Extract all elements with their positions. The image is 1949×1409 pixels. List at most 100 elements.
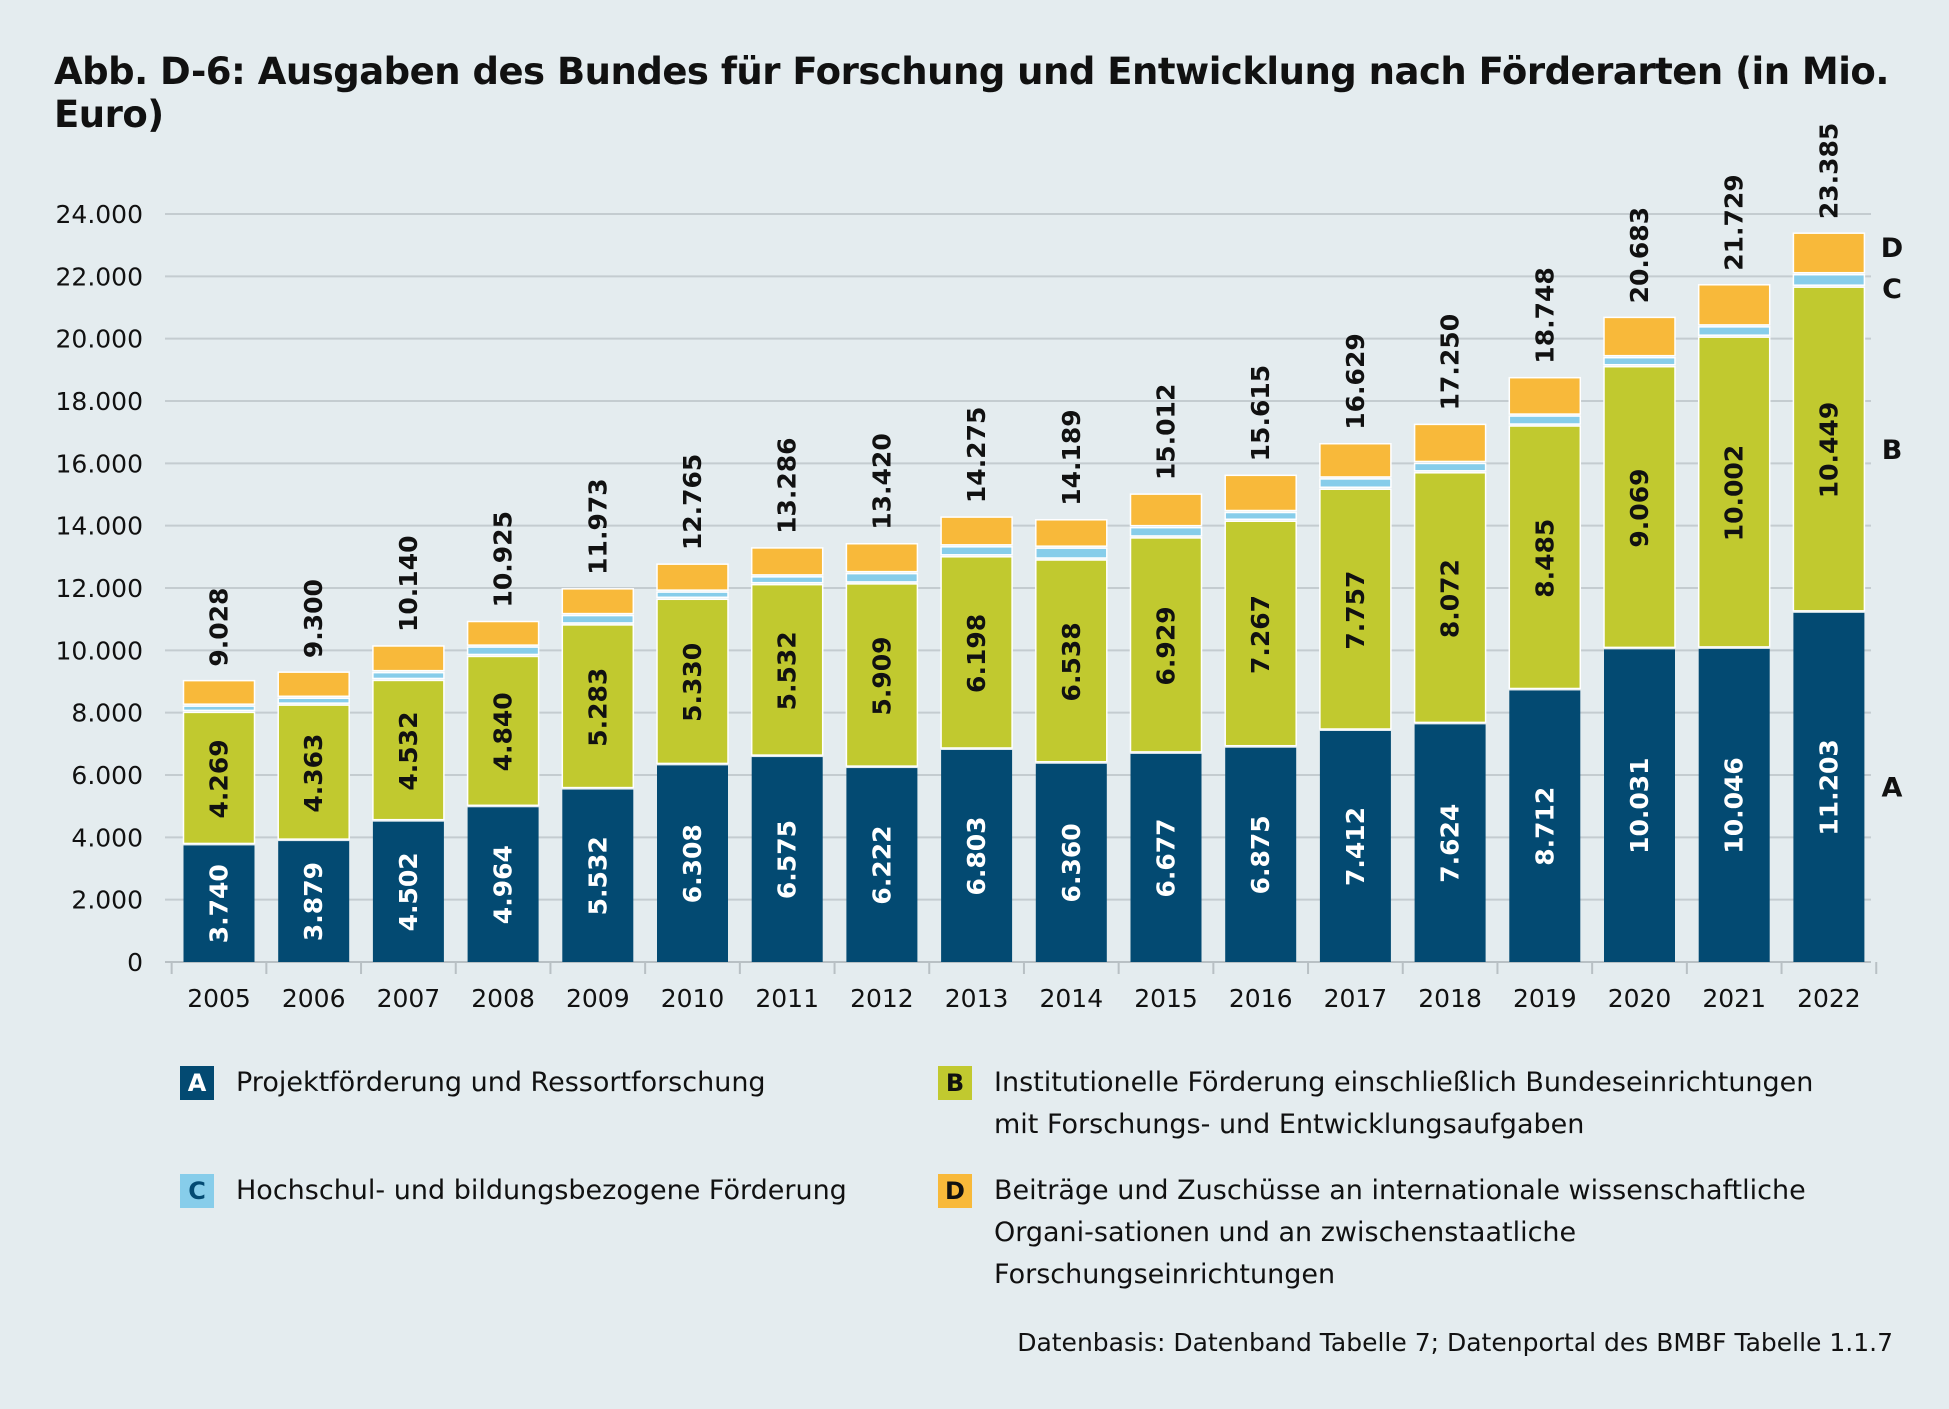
- data-label: 10.002: [1720, 445, 1749, 541]
- y-tick-label: 22.000: [56, 262, 143, 291]
- segment-a: [1414, 724, 1486, 962]
- segment-d: [561, 588, 635, 615]
- segment-a: [1793, 612, 1865, 962]
- segment-d: [1224, 474, 1297, 512]
- segment-b: [466, 655, 540, 807]
- legend-label-c: Hochschul- und bildungsbezogene Förderun…: [236, 1175, 847, 1206]
- segment-a: [1035, 763, 1107, 962]
- legend-item-b: B Institutionelle Förderung einschließli…: [938, 1062, 1818, 1146]
- total-label: 13.420: [867, 433, 896, 529]
- segment-d: [1697, 284, 1771, 326]
- data-label: 7.267: [1246, 595, 1275, 674]
- legend-label-a: Projektförderung und Ressortforschung: [236, 1067, 766, 1098]
- segment-a: [1130, 753, 1202, 962]
- data-label: 5.532: [583, 836, 612, 915]
- x-tick-label: 2005: [187, 984, 251, 1013]
- segment-d: [1508, 376, 1582, 415]
- total-label: 15.615: [1246, 365, 1275, 461]
- y-tick-label: 12.000: [56, 574, 143, 603]
- data-label: 6.575: [773, 820, 802, 899]
- data-label: 4.269: [205, 739, 234, 818]
- segment-b: [845, 583, 919, 767]
- data-label: 10.031: [1625, 757, 1654, 853]
- series-marker-d: D: [1881, 233, 1903, 264]
- data-label: 5.532: [773, 631, 802, 710]
- segment-c: [1792, 273, 1866, 286]
- segment-d: [656, 563, 729, 591]
- x-tick-label: 2009: [566, 984, 630, 1013]
- segment-d: [182, 679, 256, 705]
- segment-d: [1129, 493, 1203, 527]
- segment-c: [561, 614, 635, 624]
- segment-a: [1509, 690, 1581, 962]
- segment-b: [182, 711, 256, 845]
- x-tick-label: 2022: [1797, 984, 1861, 1013]
- segment-b: [1035, 559, 1108, 763]
- data-label: 3.879: [299, 862, 328, 941]
- segment-b: [1508, 425, 1582, 690]
- x-tick-label: 2019: [1513, 984, 1577, 1013]
- segment-a: [562, 789, 634, 962]
- total-label: 16.629: [1341, 333, 1370, 429]
- segment-b: [750, 583, 824, 756]
- segment-c: [1603, 356, 1676, 366]
- segment-a: [846, 768, 918, 962]
- x-tick-label: 2008: [471, 984, 535, 1013]
- segment-d: [466, 620, 540, 646]
- series-marker-a: A: [1882, 772, 1903, 803]
- segment-a: [1225, 747, 1297, 962]
- segment-a: [467, 807, 539, 962]
- legend-item-a: A Projektförderung und Ressortforschung: [180, 1062, 766, 1104]
- total-label: 10.925: [489, 511, 518, 607]
- data-label: 4.840: [489, 692, 518, 771]
- y-tick-label: 0: [127, 948, 143, 977]
- segment-d: [277, 671, 350, 698]
- legend-swatch-d: D: [938, 1174, 972, 1208]
- total-label: 17.250: [1436, 314, 1465, 410]
- x-tick-label: 2016: [1229, 984, 1293, 1013]
- segment-d: [1603, 316, 1676, 357]
- data-label: 9.069: [1625, 469, 1654, 548]
- legend-label-d: Beiträge und Zuschüsse an internationale…: [994, 1175, 1806, 1290]
- segment-b: [1603, 365, 1676, 649]
- x-tick-label: 2017: [1324, 984, 1388, 1013]
- x-tick-label: 2010: [661, 984, 725, 1013]
- segment-c: [940, 546, 1013, 556]
- data-label: 10.046: [1720, 757, 1749, 853]
- segment-b: [1413, 472, 1487, 724]
- segment-a: [941, 749, 1013, 962]
- chart-title: Abb. D-6: Ausgaben des Bundes für Forsch…: [54, 50, 1889, 136]
- segment-a: [1319, 730, 1391, 962]
- y-tick-label: 18.000: [56, 387, 143, 416]
- data-label: 6.677: [1152, 818, 1181, 897]
- segment-a: [1604, 649, 1675, 962]
- segment-c: [466, 646, 540, 656]
- legend-item-c: C Hochschul- und bildungsbezogene Förder…: [180, 1170, 847, 1212]
- segment-b: [372, 679, 445, 821]
- segment-d: [1413, 423, 1487, 463]
- segment-b: [1792, 286, 1866, 612]
- segment-c: [1224, 511, 1297, 520]
- y-tick-label: 20.000: [56, 325, 143, 354]
- segment-d: [940, 516, 1013, 546]
- data-label: 6.198: [962, 614, 991, 693]
- segment-c: [182, 705, 256, 712]
- data-label: 6.538: [1057, 622, 1086, 701]
- x-tick-label: 2015: [1134, 984, 1198, 1013]
- y-tick-label: 16.000: [56, 449, 143, 478]
- segment-c: [1129, 526, 1203, 537]
- x-tick-label: 2011: [755, 984, 819, 1013]
- series-marker-c: C: [1882, 274, 1902, 305]
- segment-c: [1697, 326, 1771, 336]
- data-label: 6.308: [678, 824, 707, 903]
- x-tick-label: 2013: [945, 984, 1009, 1013]
- y-tick-label: 10.000: [56, 636, 143, 665]
- segment-a: [372, 821, 444, 962]
- data-label: 4.502: [394, 852, 423, 931]
- legend-item-d: D Beiträge und Zuschüsse an internationa…: [938, 1170, 1898, 1296]
- data-label: 7.757: [1341, 571, 1370, 650]
- y-tick-label: 6.000: [71, 761, 143, 790]
- total-label: 11.973: [583, 478, 612, 574]
- x-tick-label: 2014: [1039, 984, 1103, 1013]
- y-tick-label: 2.000: [71, 886, 143, 915]
